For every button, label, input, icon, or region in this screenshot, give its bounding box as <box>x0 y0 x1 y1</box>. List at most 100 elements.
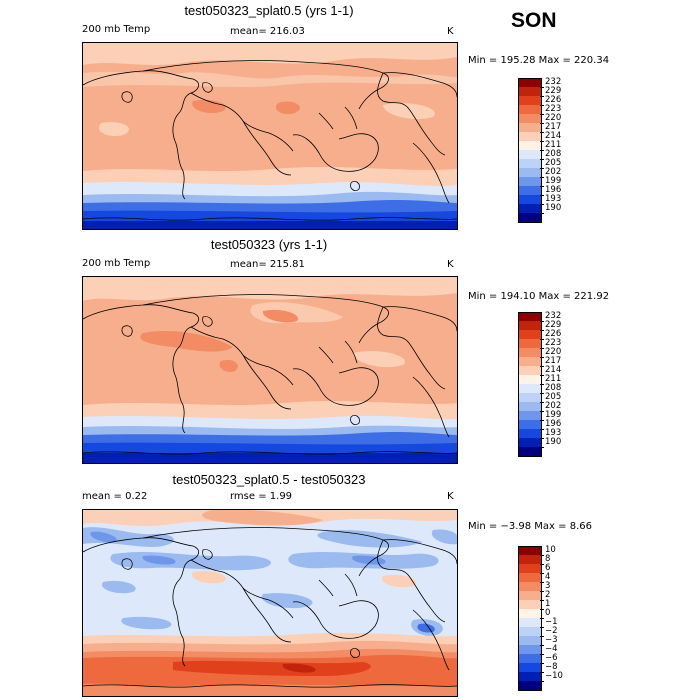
colorbar-label: 205 <box>545 158 562 168</box>
colorbar-swatch <box>518 609 542 618</box>
colorbar-tick <box>540 375 544 376</box>
panel-3-mean-label: mean = 0.22 <box>82 491 148 502</box>
colorbar-tick <box>540 636 544 637</box>
colorbar-swatch <box>518 177 542 186</box>
panel-1-contour-plot <box>83 43 457 229</box>
colorbar-label: 2 <box>545 590 551 600</box>
colorbar-label: 217 <box>545 356 562 366</box>
colorbar-tick <box>540 618 544 619</box>
colorbar-swatch <box>518 393 542 402</box>
colorbar-swatch <box>518 96 542 105</box>
colorbar-tick <box>540 420 544 421</box>
colorbar-swatch <box>518 654 542 663</box>
colorbar-label: 214 <box>545 365 562 375</box>
colorbar-tick <box>540 609 544 610</box>
colorbar-label: 1 <box>545 599 551 609</box>
colorbar-swatch <box>518 573 542 582</box>
colorbar-tick <box>540 411 544 412</box>
colorbar-tick <box>540 645 544 646</box>
colorbar-label: −6 <box>545 653 558 663</box>
colorbar-swatch <box>518 600 542 609</box>
colorbar-swatch <box>518 420 542 429</box>
colorbar-swatch <box>518 591 542 600</box>
colorbar-swatch <box>518 312 542 322</box>
colorbar-tick <box>540 132 544 133</box>
colorbar-label: 202 <box>545 167 562 177</box>
panel-3-colorbar: 10 8 6 4 3 2 1 0 −1 −2 −3 −4 −6 −8 −10 <box>518 546 568 691</box>
panel-1-title: test050323_splat0.5 (yrs 1-1) <box>184 3 354 18</box>
colorbar-label: 211 <box>545 140 562 150</box>
colorbar-swatch <box>518 87 542 96</box>
panel-2-mean-label: mean= 215.81 <box>230 259 305 270</box>
colorbar-label: 199 <box>545 176 562 186</box>
panel-3-map <box>82 509 458 697</box>
colorbar-label: −3 <box>545 635 558 645</box>
colorbar-swatch <box>518 618 542 627</box>
panel-1-colorbar: 232 229 226 223 220 217 214 211 208 205 202 199 196 1… <box>518 77 568 223</box>
panel-3-minmax: Min = −3.98 Max = 8.66 <box>468 521 592 532</box>
colorbar-swatch <box>518 681 542 691</box>
colorbar-label: 3 <box>545 581 551 591</box>
colorbar-swatch <box>518 663 542 672</box>
panel-2-map <box>82 276 458 464</box>
colorbar-label: 232 <box>545 77 562 87</box>
panel-1-units: K <box>447 26 454 37</box>
colorbar-swatch <box>518 375 542 384</box>
colorbar-label: 220 <box>545 347 562 357</box>
panel-2-minmax: Min = 194.10 Max = 221.92 <box>468 291 610 302</box>
colorbar-tick <box>540 672 544 673</box>
colorbar-tick <box>540 555 544 556</box>
colorbar-swatch <box>518 348 542 357</box>
colorbar-tick <box>540 393 544 394</box>
colorbar-label: −1 <box>545 617 558 627</box>
colorbar-label: 211 <box>545 374 562 384</box>
colorbar-label: 199 <box>545 410 562 420</box>
colorbar-label: 202 <box>545 401 562 411</box>
colorbar-label: 6 <box>545 563 551 573</box>
colorbar-swatch <box>518 186 542 195</box>
colorbar-swatch <box>518 357 542 366</box>
colorbar-label: 229 <box>545 320 562 330</box>
colorbar-tick <box>540 141 544 142</box>
colorbar-tick <box>540 186 544 187</box>
colorbar-tick <box>540 195 544 196</box>
colorbar-tick <box>540 96 544 97</box>
colorbar-label: 223 <box>545 104 562 114</box>
panel-3-title: test050323_splat0.5 - test050323 <box>172 472 366 487</box>
colorbar-swatch <box>518 159 542 168</box>
colorbar-swatch <box>518 321 542 330</box>
colorbar-label: 205 <box>545 392 562 402</box>
colorbar-label: 190 <box>545 437 562 447</box>
colorbar-label: 4 <box>545 572 551 582</box>
colorbar-tick <box>540 663 544 664</box>
panel-2-units: K <box>447 259 454 270</box>
colorbar-swatch <box>518 402 542 411</box>
colorbar-label: 232 <box>545 311 562 321</box>
colorbar-tick <box>540 429 544 430</box>
colorbar-tick <box>540 105 544 106</box>
colorbar-tick <box>540 213 544 214</box>
colorbar-swatch <box>518 114 542 123</box>
colorbar-label: 196 <box>545 419 562 429</box>
colorbar-tick <box>540 357 544 358</box>
colorbar-swatch <box>518 627 542 636</box>
colorbar-swatch <box>518 564 542 573</box>
panel-3-contour-plot <box>83 510 457 696</box>
colorbar-swatch <box>518 123 542 132</box>
colorbar-swatch <box>518 132 542 141</box>
colorbar-swatch <box>518 384 542 393</box>
colorbar-label: 229 <box>545 86 562 96</box>
season-label: SON <box>511 9 557 32</box>
colorbar-tick <box>540 600 544 601</box>
colorbar-label: 190 <box>545 203 562 213</box>
colorbar-swatch <box>518 645 542 654</box>
colorbar-label: 196 <box>545 185 562 195</box>
colorbar-swatch <box>518 546 542 556</box>
colorbar-tick <box>540 573 544 574</box>
colorbar-label: −4 <box>545 644 558 654</box>
colorbar-swatch <box>518 582 542 591</box>
colorbar-swatch <box>518 204 542 213</box>
colorbar-label: 193 <box>545 194 562 204</box>
colorbar-tick <box>540 582 544 583</box>
panel-1-minmax: Min = 195.28 Max = 220.34 <box>468 55 610 66</box>
